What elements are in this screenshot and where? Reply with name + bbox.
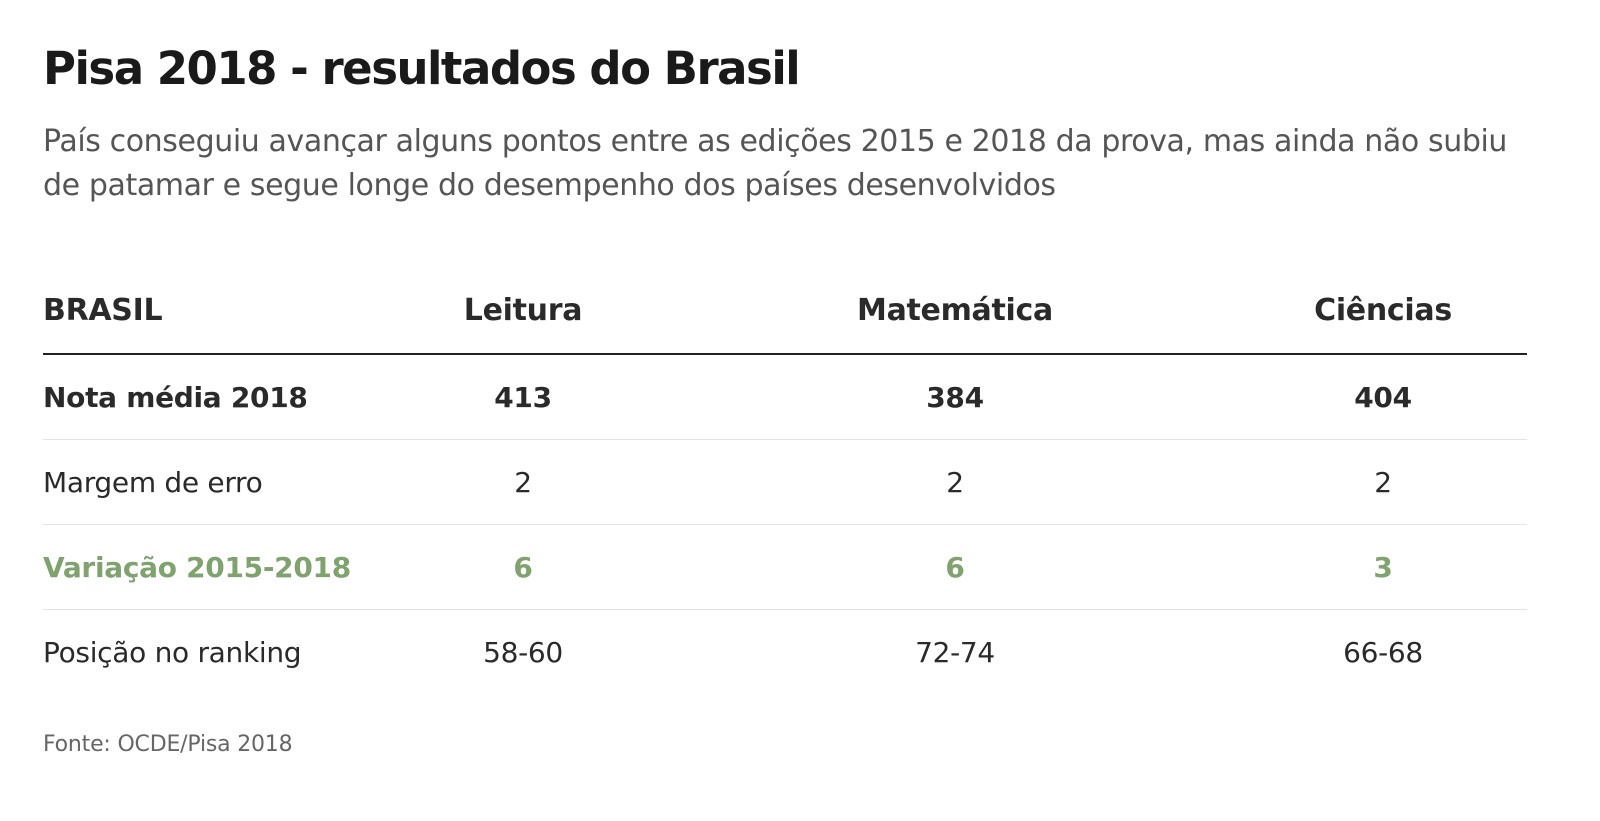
cell-leitura: 58-60 <box>483 635 563 669</box>
cell-leitura: 413 <box>494 380 552 414</box>
row-label: Margem de erro <box>43 465 263 499</box>
table-row-nota-media: Nota média 2018 413 384 404 <box>43 355 1527 440</box>
cell-ciencias: 66-68 <box>1343 635 1423 669</box>
cell-matematica: 6 <box>945 550 965 584</box>
table-row-margem-erro: Margem de erro 2 2 2 <box>43 440 1527 525</box>
cell-ciencias: 404 <box>1354 380 1412 414</box>
page-title: Pisa 2018 - resultados do Brasil <box>43 42 801 95</box>
header-matematica: Matemática <box>857 293 1053 328</box>
header-ciencias: Ciências <box>1314 293 1452 328</box>
cell-ciencias: 2 <box>1374 465 1392 499</box>
row-label: Variação 2015-2018 <box>43 550 351 584</box>
cell-leitura: 2 <box>514 465 532 499</box>
cell-leitura: 6 <box>513 550 533 584</box>
row-label: Nota média 2018 <box>43 380 308 414</box>
cell-ciencias: 3 <box>1373 550 1393 584</box>
cell-matematica: 384 <box>926 380 984 414</box>
cell-matematica: 72-74 <box>915 635 995 669</box>
table-header-row: BRASIL Leitura Matemática Ciências <box>43 268 1527 355</box>
results-table: BRASIL Leitura Matemática Ciências Nota … <box>43 268 1527 694</box>
page-subtitle: País conseguiu avançar alguns pontos ent… <box>43 124 1508 203</box>
cell-matematica: 2 <box>946 465 964 499</box>
table-row-posicao-ranking: Posição no ranking 58-60 72-74 66-68 <box>43 610 1527 694</box>
row-label: Posição no ranking <box>43 635 302 669</box>
source-note: Fonte: OCDE/Pisa 2018 <box>43 732 293 757</box>
header-leitura: Leitura <box>463 293 583 328</box>
table-row-variacao: Variação 2015-2018 6 6 3 <box>43 525 1527 610</box>
header-label-brasil: BRASIL <box>43 293 163 328</box>
